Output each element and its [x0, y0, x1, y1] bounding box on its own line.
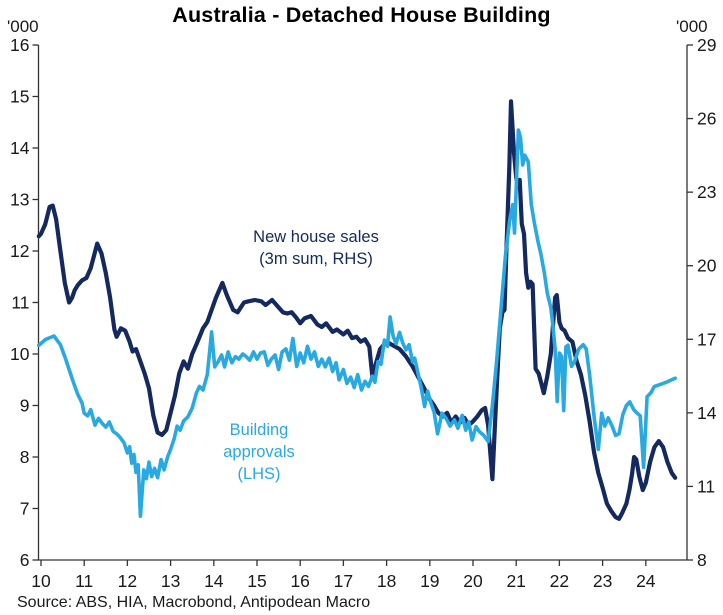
svg-text:20: 20: [463, 571, 483, 591]
svg-text:14: 14: [10, 138, 30, 158]
svg-text:19: 19: [420, 571, 439, 591]
series-label-new-house-sales-line1: New house sales: [253, 228, 379, 246]
line-new-house-sales-3m-sum-: [36, 99, 678, 521]
svg-text:20: 20: [697, 256, 717, 276]
svg-text:17: 17: [334, 571, 353, 591]
series-label-building-approvals: Building approvals (LHS): [169, 419, 349, 485]
svg-text:16: 16: [290, 571, 309, 591]
right-axis-unit-label: '000: [676, 17, 708, 36]
svg-text:13: 13: [161, 571, 180, 591]
svg-text:18: 18: [377, 571, 396, 591]
svg-text:6: 6: [20, 550, 30, 570]
svg-text:11: 11: [697, 476, 715, 496]
series-label-new-house-sales: New house sales (3m sum, RHS): [206, 226, 426, 270]
left-axis-unit-label: '000: [7, 17, 39, 36]
svg-text:8: 8: [20, 447, 30, 467]
line-building-approvals: [36, 128, 678, 519]
series-label-building-approvals-line1: Building: [229, 421, 289, 439]
source-note: Source: ABS, HIA, Macrobond, Antipodean …: [17, 594, 371, 611]
svg-text:11: 11: [75, 571, 93, 591]
svg-text:24: 24: [636, 571, 656, 591]
svg-text:15: 15: [10, 87, 29, 107]
svg-text:23: 23: [593, 571, 612, 591]
series-label-building-approvals-line2: approvals: [223, 443, 295, 461]
svg-text:12: 12: [10, 241, 29, 261]
svg-text:29: 29: [697, 35, 716, 55]
svg-text:15: 15: [247, 571, 266, 591]
svg-text:14: 14: [204, 571, 224, 591]
svg-text:12: 12: [118, 571, 137, 591]
svg-text:23: 23: [697, 182, 716, 202]
svg-text:11: 11: [11, 293, 29, 313]
svg-text:14: 14: [697, 403, 717, 423]
series-label-new-house-sales-line2: (3m sum, RHS): [259, 250, 373, 268]
svg-text:22: 22: [550, 571, 569, 591]
svg-text:21: 21: [506, 571, 525, 591]
svg-text:13: 13: [10, 190, 29, 210]
svg-text:7: 7: [20, 499, 30, 519]
svg-text:8: 8: [697, 550, 707, 570]
svg-text:26: 26: [697, 109, 716, 129]
svg-text:10: 10: [31, 571, 51, 591]
svg-text:10: 10: [10, 344, 30, 364]
series-label-building-approvals-line3: (LHS): [237, 465, 281, 483]
chart-title: Australia - Detached House Building: [172, 3, 551, 27]
svg-text:16: 16: [10, 35, 29, 55]
svg-text:9: 9: [20, 396, 30, 416]
svg-text:17: 17: [697, 329, 716, 349]
